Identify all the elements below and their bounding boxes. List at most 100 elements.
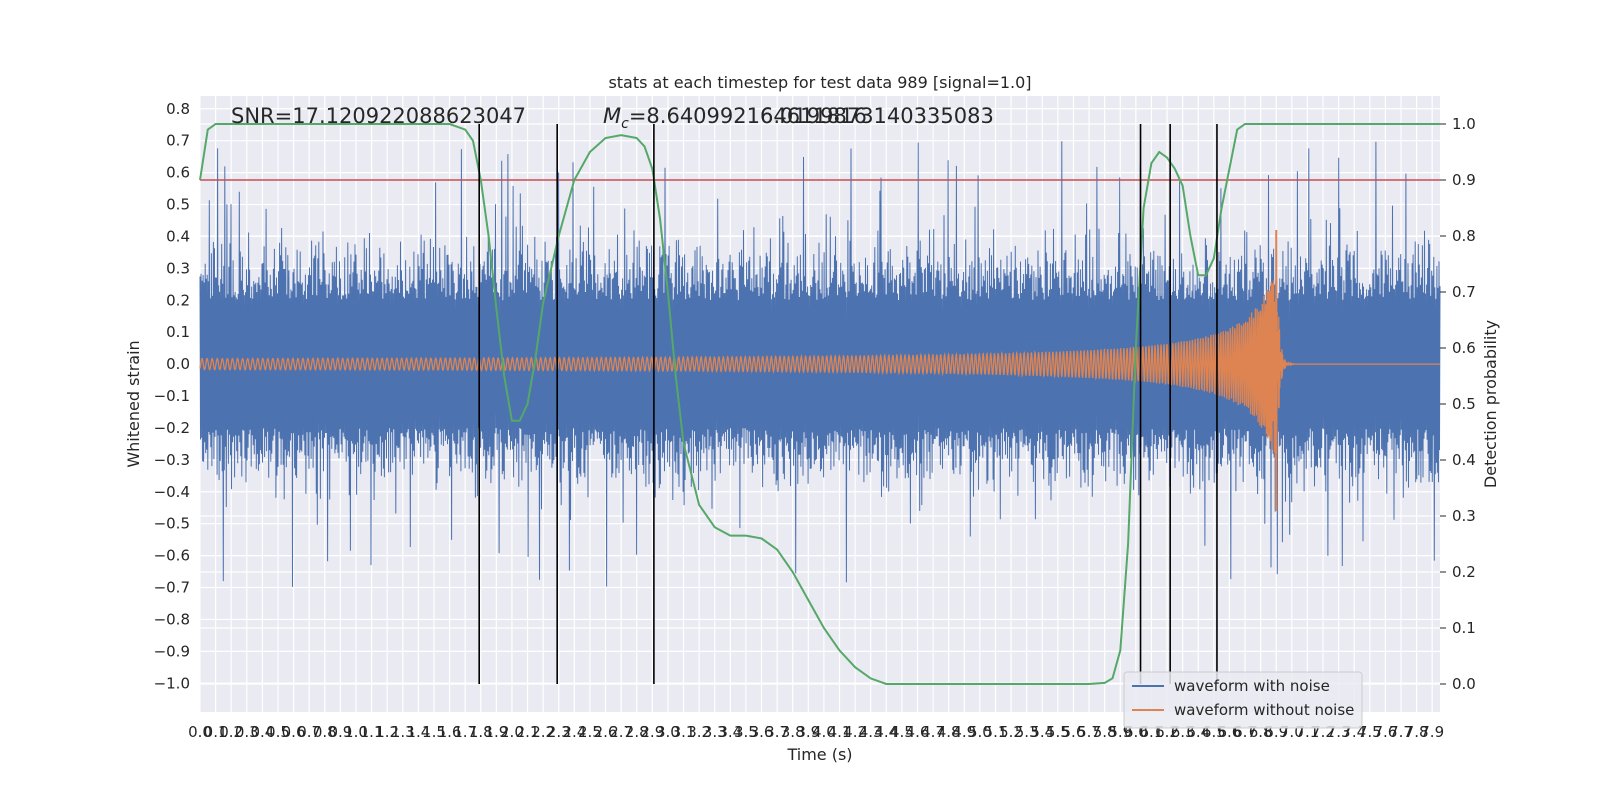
x-tick-label: 0.4	[250, 723, 274, 741]
x-tick-label: 2.6	[594, 723, 618, 741]
x-tick-label: 0.9	[328, 723, 352, 741]
y-tick-label: 0.3	[166, 259, 190, 277]
legend-label-clean: waveform without noise	[1174, 701, 1354, 719]
x-tick-label: 2.0	[500, 723, 524, 741]
x-tick-label: 5.2	[999, 723, 1023, 741]
x-tick-label: 3.5	[734, 723, 758, 741]
y-axis-label: Whitened strain	[124, 340, 143, 467]
x-tick-label: 5.8	[1093, 723, 1117, 741]
x-tick-label: 2.4	[562, 723, 586, 741]
x-tick-label: 5.1	[984, 723, 1008, 741]
x-tick-label: 3.7	[765, 723, 789, 741]
y-tick-label: −0.8	[154, 610, 190, 628]
y-tick-label: −0.1	[154, 387, 190, 405]
y-tick-label: −0.5	[154, 515, 190, 533]
x-tick-label: 1.1	[360, 723, 384, 741]
waveform-without-noise-line	[199, 242, 1440, 460]
x-tick-label: 0.8	[313, 723, 337, 741]
x-tick-label: 7.9	[1420, 723, 1444, 741]
x-tick-label: 7.6	[1373, 723, 1397, 741]
x-tick-label: 1.5	[422, 723, 446, 741]
x-tick-label: 0.1	[204, 723, 228, 741]
y-tick-label: 0.6	[166, 164, 190, 182]
snr-annotation: SNR=17.120922088623047	[231, 104, 526, 128]
y2-axis-label: Detection probability	[1481, 320, 1500, 488]
x-tick-label: 1.3	[391, 723, 415, 741]
x-tick-label: 3.4	[718, 723, 742, 741]
x-tick-label: 1.8	[469, 723, 493, 741]
x-tick-label: 1.6	[438, 723, 462, 741]
x-tick-label: 1.4	[406, 723, 430, 741]
x-tick-label: 4.9	[952, 723, 976, 741]
x-tick-label: 3.3	[703, 723, 727, 741]
y2-tick-label: 0.9	[1452, 171, 1476, 189]
x-axis-label: Time (s)	[786, 745, 852, 764]
y-tick-label: 0.0	[166, 355, 190, 373]
y-tick-label: −0.4	[154, 483, 190, 501]
x-tick-label: 0.7	[297, 723, 321, 741]
y-tick-label: −0.2	[154, 419, 190, 437]
y2-tick-label: 0.1	[1452, 619, 1476, 637]
x-tick-label: 4.4	[874, 723, 898, 741]
y2-tick-label: 0.4	[1452, 451, 1476, 469]
x-tick-label: 7.8	[1405, 723, 1429, 741]
x-tick-label: 5.0	[968, 723, 992, 741]
x-tick-label: 5.6	[1062, 723, 1086, 741]
x-tick-label: 4.6	[906, 723, 930, 741]
y-tick-label: −0.7	[154, 579, 190, 597]
x-tick-label: 4.1	[828, 723, 852, 741]
y-tick-label: 0.8	[166, 100, 190, 118]
x-tick-label: 2.9	[640, 723, 664, 741]
x-tick-label: 3.8	[781, 723, 805, 741]
y2-tick-label: 0.2	[1452, 563, 1476, 581]
x-tick-label: 7.5	[1358, 723, 1382, 741]
y-tick-label: −0.6	[154, 547, 190, 565]
legend-label-noise: waveform with noise	[1174, 677, 1330, 695]
legend-box	[1123, 671, 1363, 729]
x-tick-label: 2.2	[531, 723, 555, 741]
x-tick-label: 2.5	[578, 723, 602, 741]
data-layer	[199, 123, 1441, 685]
waveform-with-noise-line	[199, 141, 1441, 587]
y-tick-label: −1.0	[154, 674, 190, 692]
x-tick-label: 3.6	[750, 723, 774, 741]
y2-tick-label: 1.0	[1452, 115, 1476, 133]
x-tick-label: 3.1	[672, 723, 696, 741]
x-tick-label: 4.0	[812, 723, 836, 741]
y-tick-label: 0.1	[166, 323, 190, 341]
x-tick-label: 1.9	[484, 723, 508, 741]
y-tick-label: 0.2	[166, 291, 190, 309]
x-tick-label: 0.5	[266, 723, 290, 741]
x-tick-label: 0.6	[282, 723, 306, 741]
x-tick-label: 7.7	[1389, 723, 1413, 741]
y2-tick-label: 0.6	[1452, 339, 1476, 357]
y-tick-label: −0.3	[154, 451, 190, 469]
y2-tick-label: 0.5	[1452, 395, 1476, 413]
x-tick-label: 5.4	[1030, 723, 1054, 741]
x-tick-label: 4.2	[843, 723, 867, 741]
mc-annotation: Mc=8.640992164611816	[603, 104, 867, 132]
x-tick-label: 4.8	[937, 723, 961, 741]
x-tick-label: 1.7	[453, 723, 477, 741]
x-tick-label: 2.3	[547, 723, 571, 741]
x-tick-label: 4.5	[890, 723, 914, 741]
detection-probability-line	[199, 123, 1440, 685]
y-tick-label: −0.9	[154, 642, 190, 660]
x-tick-label: 2.8	[625, 723, 649, 741]
x-tick-label: 2.7	[609, 723, 633, 741]
y-tick-label: 0.5	[166, 196, 190, 214]
y-tick-label: 0.7	[166, 132, 190, 150]
y2-tick-label: 0.8	[1452, 227, 1476, 245]
x-tick-label: 3.0	[656, 723, 680, 741]
y-tick-label: 0.4	[166, 227, 190, 245]
x-tick-label: 0.3	[235, 723, 259, 741]
x-tick-label: 2.1	[516, 723, 540, 741]
x-tick-label: 4.7	[921, 723, 945, 741]
x-tick-label: 4.3	[859, 723, 883, 741]
y2-tick-label: 0.3	[1452, 507, 1476, 525]
x-tick-label: 1.2	[375, 723, 399, 741]
x-tick-label: 3.9	[796, 723, 820, 741]
y2-tick-label: 0.0	[1452, 675, 1476, 693]
x-tick-label: 5.5	[1046, 723, 1070, 741]
